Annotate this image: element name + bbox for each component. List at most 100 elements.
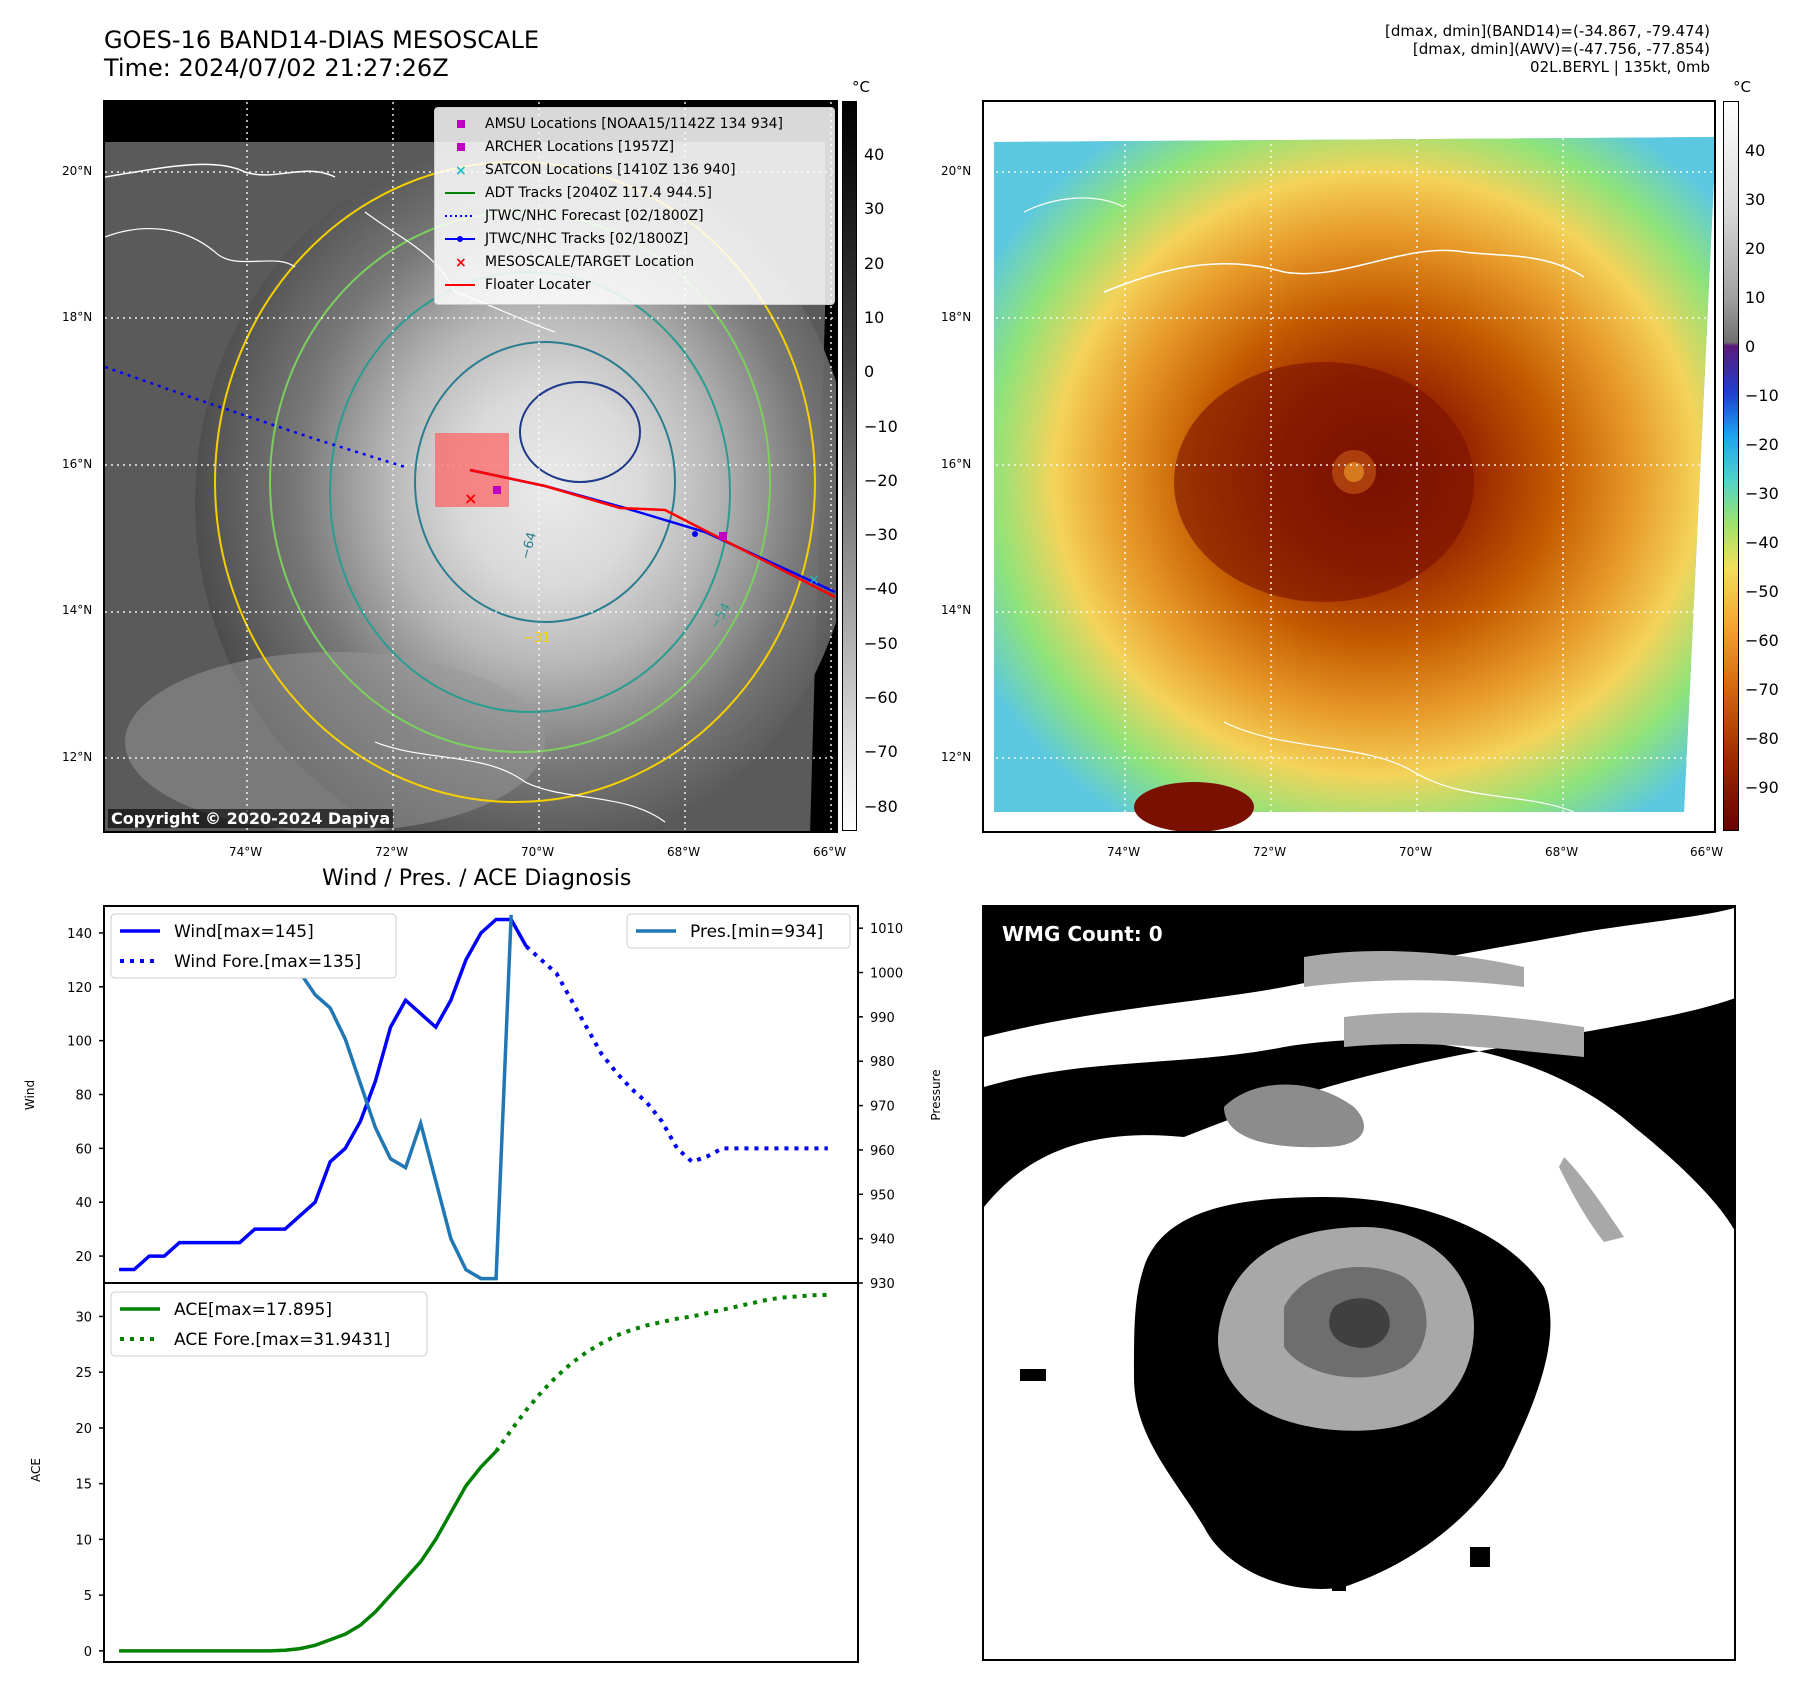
awv-lat-label: 20°N	[941, 164, 972, 178]
figure-title: GOES-16 BAND14-DIAS MESOSCALE Time: 2024…	[104, 26, 539, 82]
awv-lat-label: 16°N	[941, 457, 972, 471]
awv-colorbar-tick: −10	[1745, 386, 1779, 405]
awv-colorbar-tick: 20	[1745, 239, 1766, 258]
ir-legend: AMSU Locations [NOAA15/1142Z 134 934] ARC…	[434, 107, 835, 305]
ir-colorbar-tick: −80	[864, 796, 898, 816]
title-line-1: GOES-16 BAND14-DIAS MESOSCALE	[104, 26, 540, 54]
awv-lat-label: 18°N	[941, 310, 972, 324]
ir-lat-label: 14°N	[62, 603, 93, 617]
awv-lat-label: 12°N	[941, 750, 972, 764]
wind-legend-label: Wind[max=145]	[174, 922, 314, 942]
ace-tick-label: 5	[84, 1589, 92, 1604]
diagnosis-chart: 2040608010012014093094095096097098099010…	[23, 905, 943, 1663]
pressure-axis-label: Pressure	[929, 1069, 943, 1120]
awv-colorbar-tick: −30	[1745, 484, 1779, 503]
wind-tick-label: 140	[67, 927, 92, 942]
pres-legend-box	[626, 913, 851, 949]
wmg-count-label: WMG Count: 0	[1002, 922, 1163, 946]
awv-lon-label: 70°W	[1399, 845, 1433, 859]
ace-forecast-line	[494, 1292, 828, 1453]
ir-legend-item: AMSU Locations [NOAA15/1142Z 134 934]	[443, 114, 783, 134]
ir-lon-label: 70°W	[521, 845, 555, 859]
awv-colorbar-tick: −80	[1745, 729, 1779, 748]
awv-colorbar-tick: −60	[1745, 631, 1779, 650]
wind-tick-label: 120	[67, 981, 92, 996]
awv-lon-label: 74°W	[1107, 845, 1141, 859]
awv-colorbar-tick: 10	[1745, 288, 1766, 307]
ir-colorbar-tick: −50	[864, 633, 898, 653]
pressure-tick-label: 980	[870, 1055, 895, 1070]
pressure-tick-label: 930	[870, 1277, 895, 1292]
ir-legend-item: JTWC/NHC Tracks [02/1800Z]	[443, 229, 688, 249]
awv-colorbar-tick: 0	[1745, 337, 1756, 356]
awv-colorbar-unit: °C	[1733, 78, 1751, 96]
awv-satellite-panel	[982, 100, 1716, 833]
legend-marker-icon	[445, 215, 475, 217]
wmg-image	[984, 907, 1734, 1591]
contour-label-3: −31	[523, 631, 550, 646]
awv-satellite-image	[984, 102, 1714, 831]
awv-colorbar-tick: −20	[1745, 435, 1779, 454]
awv-colorbar-tick: 40	[1745, 141, 1766, 160]
wind-tick-label: 40	[75, 1196, 92, 1211]
awv-colorbar-tick: −70	[1745, 680, 1779, 699]
legend-marker-icon	[445, 284, 475, 286]
ace-series-line	[119, 1450, 498, 1653]
ir-lon-label: 74°W	[229, 845, 263, 859]
ir-colorbar-tick: −10	[864, 416, 898, 436]
awv-lat-label: 14°N	[941, 603, 972, 617]
ace-tick-label: 15	[75, 1478, 92, 1493]
ir-colorbar-tick: −30	[864, 525, 898, 545]
pressure-tick-label: 940	[870, 1233, 895, 1248]
wind-series-line	[119, 917, 528, 1272]
ir-lat-label: 12°N	[62, 750, 93, 764]
legend-label: AMSU Locations [NOAA15/1142Z 134 934]	[485, 116, 784, 132]
wmg-panel: WMG Count: 0	[982, 905, 1736, 1661]
svg-text:×: ×	[464, 489, 477, 508]
title-line-2: Time: 2024/07/02 21:27:26Z	[104, 54, 449, 82]
legend-label: JTWC/NHC Forecast [02/1800Z]	[485, 208, 704, 224]
pres-legend-label: Pres.[min=934]	[690, 922, 823, 942]
legend-label: MESOSCALE/TARGET Location	[485, 254, 695, 270]
ir-colorbar-tick: 30	[864, 199, 885, 219]
legend-marker-icon	[457, 143, 465, 151]
wind-tick-label: 100	[67, 1035, 92, 1050]
ir-lat-label: 18°N	[62, 310, 93, 324]
legend-marker-icon: ×	[455, 163, 467, 177]
ir-legend-item: JTWC/NHC Forecast [02/1800Z]	[443, 206, 704, 226]
ir-colorbar-tick: −20	[864, 470, 898, 490]
ir-colorbar-tick: −70	[864, 742, 898, 762]
ace-legend-box	[110, 1291, 428, 1357]
legend-label: JTWC/NHC Tracks [02/1800Z]	[485, 231, 689, 247]
awv-colorbar-tick: −50	[1745, 582, 1779, 601]
ir-colorbar	[842, 101, 857, 831]
contour-label-1: −64	[518, 531, 540, 561]
ace-tick-label: 0	[84, 1645, 92, 1660]
ace-tick-label: 20	[75, 1422, 92, 1437]
awv-colorbar-tick: −90	[1745, 778, 1779, 797]
info-line-3: 02L.BERYL | 135kt, 0mb	[1530, 58, 1710, 76]
ace-tick-label: 10	[75, 1533, 92, 1548]
ace-axis-label: ACE	[29, 1458, 43, 1482]
ir-lon-label: 68°W	[667, 845, 701, 859]
legend-label: ADT Tracks [2040Z 117.4 944.5]	[485, 185, 712, 201]
ir-lon-label: 66°W	[813, 845, 847, 859]
pressure-tick-label: 990	[870, 1011, 895, 1026]
legend-label: ARCHER Locations [1957Z]	[485, 139, 675, 155]
ace-panel-frame	[103, 1282, 859, 1663]
awv-lon-label: 72°W	[1253, 845, 1287, 859]
ir-lat-label: 16°N	[62, 457, 93, 471]
copyright-label: Copyright © 2020-2024 Dapiya	[108, 809, 394, 828]
diagnosis-title: Wind / Pres. / ACE Diagnosis	[322, 866, 632, 891]
wind-tick-label: 60	[75, 1142, 92, 1157]
ir-satellite-panel: × × −64 −54 −31 AMSU Locations [NOAA15/1…	[103, 100, 838, 833]
ace-tick-label: 25	[75, 1366, 92, 1381]
wind-legend-box	[110, 913, 397, 979]
legend-marker-icon	[445, 236, 475, 242]
ir-legend-item: × SATCON Locations [1410Z 136 940]	[443, 160, 736, 180]
info-line-1: [dmax, dmin](BAND14)=(-34.867, -79.474)	[1385, 22, 1710, 40]
svg-text:×: ×	[455, 163, 467, 177]
ir-legend-item: × MESOSCALE/TARGET Location	[443, 252, 694, 272]
ir-colorbar-tick: 40	[864, 145, 885, 164]
wind-axis-label: Wind	[23, 1080, 37, 1110]
